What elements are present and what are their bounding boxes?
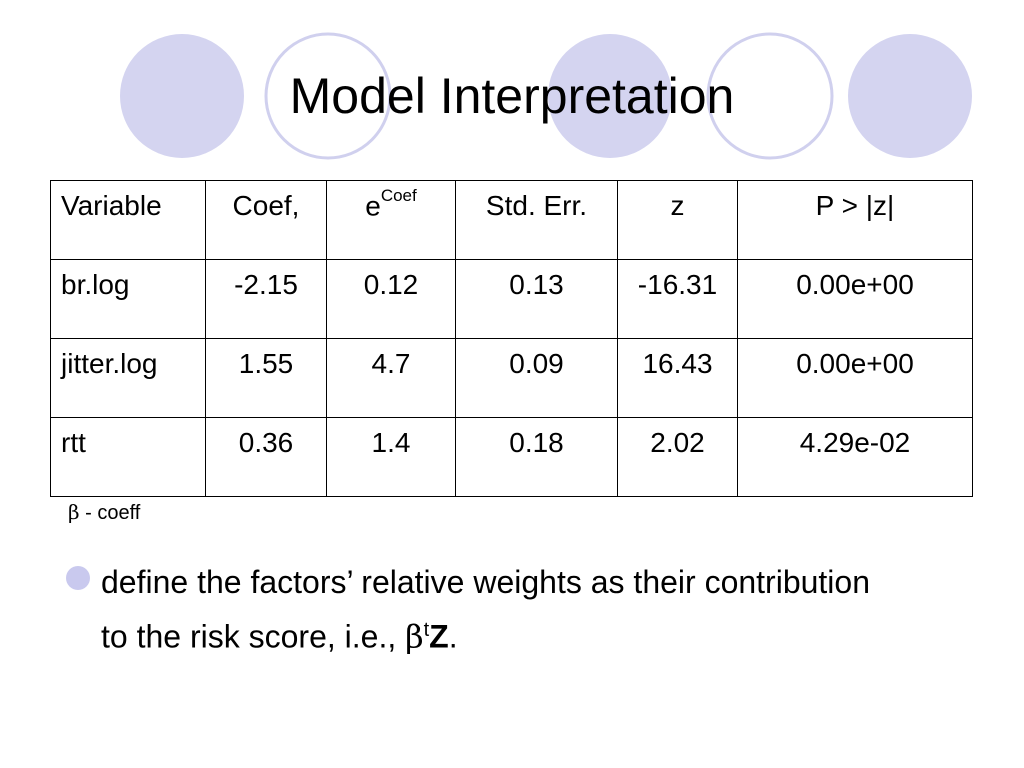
cell-std-err: 0.09 <box>455 338 618 418</box>
table-header-row: Variable Coef, eCoef Std. Err. z P > |z| <box>50 180 973 260</box>
decorative-circles <box>120 32 972 160</box>
cell-coef: 0.36 <box>205 417 327 497</box>
exp-base: e <box>365 190 381 222</box>
cell-p-value: 0.00e+00 <box>737 338 973 418</box>
cell-z: 2.02 <box>617 417 738 497</box>
cell-exp-coef: 4.7 <box>326 338 456 418</box>
beta-symbol: β <box>68 500 80 524</box>
header-variable: Variable <box>50 180 206 260</box>
cell-exp-coef: 0.12 <box>326 259 456 339</box>
header-p-value: P > |z| <box>737 180 973 260</box>
cell-std-err: 0.13 <box>455 259 618 339</box>
table-row: rtt 0.36 1.4 0.18 2.02 4.29e-02 <box>50 417 973 497</box>
cell-variable: jitter.log <box>50 338 206 418</box>
cell-exp-coef: 1.4 <box>326 417 456 497</box>
coefficient-table: Variable Coef, eCoef Std. Err. z P > |z|… <box>50 180 973 497</box>
deco-circle-outline-1 <box>264 32 392 160</box>
bullet-text: define the factors’ relative weights as … <box>101 558 901 661</box>
deco-circle-outline-2 <box>706 32 834 160</box>
cell-std-err: 0.18 <box>455 417 618 497</box>
slide-title: Model Interpretation <box>289 68 735 124</box>
header-coef: Coef, <box>205 180 327 260</box>
beta-note: β - coeff <box>68 500 140 525</box>
cell-z: -16.31 <box>617 259 738 339</box>
bullet-beta-symbol: β <box>405 617 424 656</box>
deco-circle-filled-3 <box>848 34 972 158</box>
table-row: jitter.log 1.55 4.7 0.09 16.43 0.00e+00 <box>50 338 973 418</box>
beta-note-text: - coeff <box>79 502 141 524</box>
header-z: z <box>617 180 738 260</box>
header-std-err: Std. Err. <box>455 180 618 260</box>
bullet-end: . <box>448 618 458 655</box>
cell-p-value: 4.29e-02 <box>737 417 973 497</box>
bullet-bold-z: Z <box>429 618 449 655</box>
cell-variable: rtt <box>50 417 206 497</box>
exp-superscript: Coef <box>380 186 417 205</box>
bullet-superscript: t <box>423 619 430 641</box>
cell-p-value: 0.00e+00 <box>737 259 973 339</box>
cell-coef: -2.15 <box>205 259 327 339</box>
cell-variable: br.log <box>50 259 206 339</box>
cell-z: 16.43 <box>617 338 738 418</box>
table-row: br.log -2.15 0.12 0.13 -16.31 0.00e+00 <box>50 259 973 339</box>
deco-circle-filled-2 <box>548 34 672 158</box>
header-exp-coef: eCoef <box>326 180 456 260</box>
bullet-dot-icon <box>66 566 90 590</box>
bullet-body: define the factors’ relative weights as … <box>101 564 870 655</box>
deco-circle-filled-1 <box>120 34 244 158</box>
bullet-item: define the factors’ relative weights as … <box>66 558 966 661</box>
cell-coef: 1.55 <box>205 338 327 418</box>
